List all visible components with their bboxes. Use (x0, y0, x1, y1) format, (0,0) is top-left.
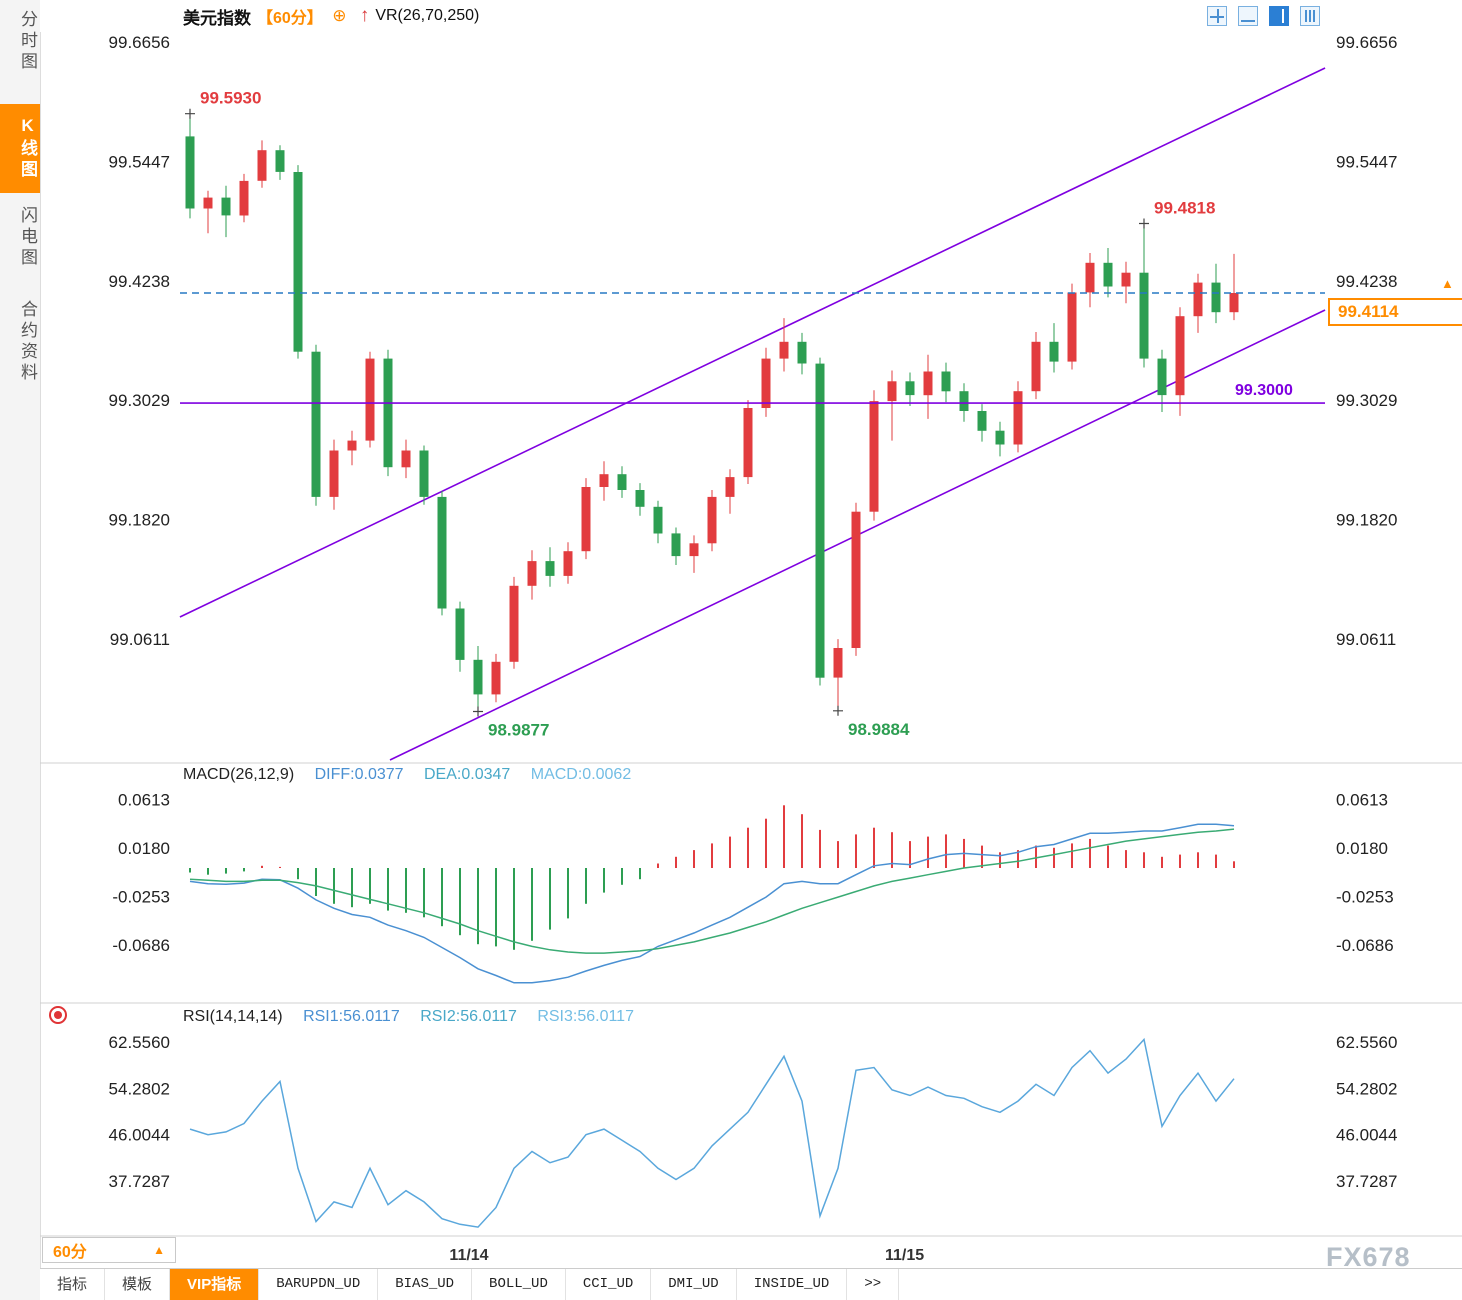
extreme-marker (833, 705, 843, 716)
x-axis-label: 11/15 (885, 1247, 924, 1264)
sidebar-item-contract-info[interactable]: 合约资料 (0, 300, 40, 384)
last-price-tag: 99.4114 (1328, 298, 1462, 326)
price-tick-right: 99.6656 (1336, 33, 1397, 52)
macd-dea-value: DEA:0.0347 (424, 766, 511, 783)
price-annotation: 99.4818 (1154, 199, 1215, 218)
tab-vip-indicators[interactable]: VIP指标 (170, 1269, 260, 1300)
overlay-indicator-label: VR(26,70,250) (375, 7, 480, 24)
price-tick-left: 99.5447 (109, 152, 170, 171)
macd-legend: MACD(26,12,9) DIFF:0.0377 DEA:0.0347 MAC… (183, 766, 647, 784)
tab-dmi-ud[interactable]: DMI_UD (651, 1269, 737, 1300)
tab-more[interactable]: >> (847, 1269, 900, 1300)
price-tick-left: 99.6656 (109, 33, 170, 52)
macd-diff-value: DIFF:0.0377 (314, 766, 404, 783)
sidebar-item-label: K线图 (18, 116, 37, 181)
price-tick-right: 99.1820 (1336, 511, 1397, 530)
price-tick-left: 99.0611 (110, 630, 170, 649)
layout-quad-icon[interactable] (1207, 6, 1227, 26)
rsi-tick-left: 46.0044 (109, 1126, 170, 1145)
sidebar-item-label: 合约资料 (18, 300, 37, 384)
price-annotation: 98.9884 (848, 720, 910, 739)
timeframe-selector[interactable]: 60分 ▲ (42, 1237, 176, 1263)
candles-layer (185, 113, 1239, 712)
left-sidebar: 分时图 K线图 闪电图 合约资料 (0, 0, 41, 1300)
macd-tick-right: -0.0686 (1336, 936, 1394, 955)
x-axis-label: 11/14 (449, 1247, 488, 1264)
tab-barupdn-ud[interactable]: BARUPDN_UD (259, 1269, 379, 1300)
price-tick-left: 99.4238 (109, 272, 170, 291)
macd-dea-line (189, 828, 1235, 954)
price-up-arrow-icon: ↑ (359, 5, 370, 26)
sidebar-item-timeline-chart[interactable]: 分时图 (0, 10, 40, 73)
rsi-tick-left: 62.5560 (109, 1033, 170, 1052)
indicator-tab-bar: 指标 模板 VIP指标 BARUPDN_UD BIAS_UD BOLL_UD C… (40, 1268, 1462, 1300)
tab-bias-ud[interactable]: BIAS_UD (378, 1269, 473, 1300)
macd-tick-left: 0.0180 (118, 839, 170, 858)
rsi-legend: RSI(14,14,14) RSI1:56.0117 RSI2:56.0117 … (183, 1008, 650, 1026)
macd-tick-right: 0.0613 (1336, 790, 1388, 809)
sidebar-item-candlestick-chart[interactable]: K线图 (0, 104, 40, 193)
sidebar-item-label: 闪电图 (18, 206, 37, 269)
price-up-marker-icon: ▲ (1441, 276, 1454, 291)
macd-value: MACD:0.0062 (530, 766, 632, 783)
macd-tick-left: -0.0253 (112, 887, 170, 906)
timeframe-value: 60分 (53, 1244, 87, 1261)
rsi-tick-left: 37.7287 (109, 1172, 170, 1191)
tab-inside-ud[interactable]: INSIDE_UD (737, 1269, 848, 1300)
price-annotation: 99.5930 (200, 89, 261, 108)
macd-tick-right: -0.0253 (1336, 887, 1394, 906)
rsi-tick-right: 54.2802 (1336, 1079, 1397, 1098)
watermark: FX678 (1326, 1242, 1411, 1272)
price-tick-left: 99.1820 (109, 511, 170, 530)
rsi-line (189, 1037, 1235, 1228)
bullseye-icon[interactable] (49, 1006, 67, 1024)
layout-columns-icon[interactable] (1300, 6, 1320, 26)
rsi1-value: RSI1:56.0117 (303, 1008, 400, 1025)
rsi3-value: RSI3:56.0117 (537, 1008, 634, 1025)
rsi-name: RSI(14,14,14) (183, 1008, 283, 1025)
rsi-tick-right: 62.5560 (1336, 1033, 1397, 1052)
extreme-marker (1139, 218, 1149, 229)
sidebar-item-lightning-chart[interactable]: 闪电图 (0, 206, 40, 269)
instrument-title: 美元指数 (183, 8, 251, 28)
rsi-tick-right: 46.0044 (1336, 1126, 1397, 1145)
rsi2-value: RSI2:56.0117 (420, 1008, 517, 1025)
price-annotation: 98.9877 (488, 720, 549, 739)
tab-indicators[interactable]: 指标 (40, 1269, 106, 1300)
macd-histogram (189, 805, 1235, 950)
hline-label: 99.3000 (1235, 382, 1293, 399)
timeframe-up-icon: ▲ (153, 1243, 165, 1257)
tab-templates[interactable]: 模板 (105, 1269, 171, 1300)
macd-tick-right: 0.0180 (1336, 839, 1388, 858)
layout-toolbar (1207, 6, 1320, 26)
add-indicator-icon[interactable]: ⊕ (332, 5, 347, 25)
layout-split-bottom-icon[interactable] (1238, 6, 1258, 26)
price-tick-left: 99.3029 (109, 391, 170, 410)
price-tick-right: 99.0611 (1336, 630, 1396, 649)
rsi-tick-right: 37.7287 (1336, 1172, 1397, 1191)
price-tick-right: 99.5447 (1336, 152, 1397, 171)
macd-tick-left: -0.0686 (112, 936, 170, 955)
sidebar-item-label: 分时图 (18, 10, 37, 73)
macd-name: MACD(26,12,9) (183, 766, 295, 783)
chart-canvas[interactable]: 99.3000 99.5930 99.4818 98.9877 98.9884 99.66… (40, 32, 1462, 1268)
macd-tick-left: 0.0613 (118, 790, 170, 809)
extreme-marker (473, 706, 483, 717)
extreme-marker (185, 108, 195, 119)
rsi-tick-left: 54.2802 (109, 1079, 170, 1098)
timeframe-label: 【60分】 (257, 10, 323, 27)
tab-boll-ud[interactable]: BOLL_UD (472, 1269, 566, 1300)
macd-diff-line (189, 823, 1235, 984)
tab-cci-ud[interactable]: CCI_UD (566, 1269, 652, 1300)
price-tick-right: 99.4238 (1336, 272, 1397, 291)
price-tick-right: 99.3029 (1336, 391, 1397, 410)
layout-split-right-icon[interactable] (1269, 6, 1289, 26)
